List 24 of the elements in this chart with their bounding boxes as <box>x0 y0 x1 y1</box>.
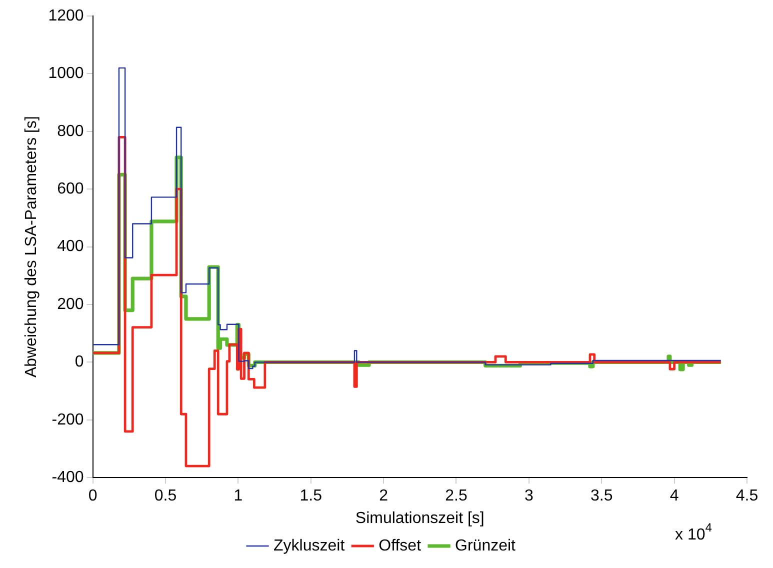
y-axis-title: Abweichung des LSA-Parameters [s] <box>23 116 40 378</box>
legend-label: Zykluszeit <box>274 537 346 554</box>
x-tick-label: 4 <box>670 488 679 505</box>
y-tick-label: -400 <box>52 469 84 486</box>
y-tick-label: 0 <box>74 354 84 371</box>
y-tick-label: 1200 <box>48 7 84 24</box>
x-tick-label: 0.5 <box>154 488 177 505</box>
x-tick-label: 1 <box>234 488 243 505</box>
x-tick-label: 4.5 <box>736 488 758 505</box>
y-tick-label: 600 <box>57 180 84 198</box>
y-tick-label: -200 <box>52 411 84 428</box>
y-tick-label: 200 <box>57 296 84 313</box>
x-tick-label: 3.5 <box>590 488 613 505</box>
x-tick-label: 2 <box>379 488 388 505</box>
y-tick-label: 800 <box>57 122 84 140</box>
legend-label: Grünzeit <box>455 537 516 554</box>
y-tick-label: 1000 <box>48 65 84 82</box>
x-tick-label: 0 <box>88 488 98 505</box>
x-axis-title: Simulationszeit [s] <box>355 510 484 527</box>
x-tick-label: 2.5 <box>445 488 468 505</box>
x-tick-label: 3 <box>524 488 534 505</box>
x-tick-label: 1.5 <box>300 488 322 505</box>
legend-label: Offset <box>378 537 422 554</box>
y-tick-label: 400 <box>57 238 84 256</box>
